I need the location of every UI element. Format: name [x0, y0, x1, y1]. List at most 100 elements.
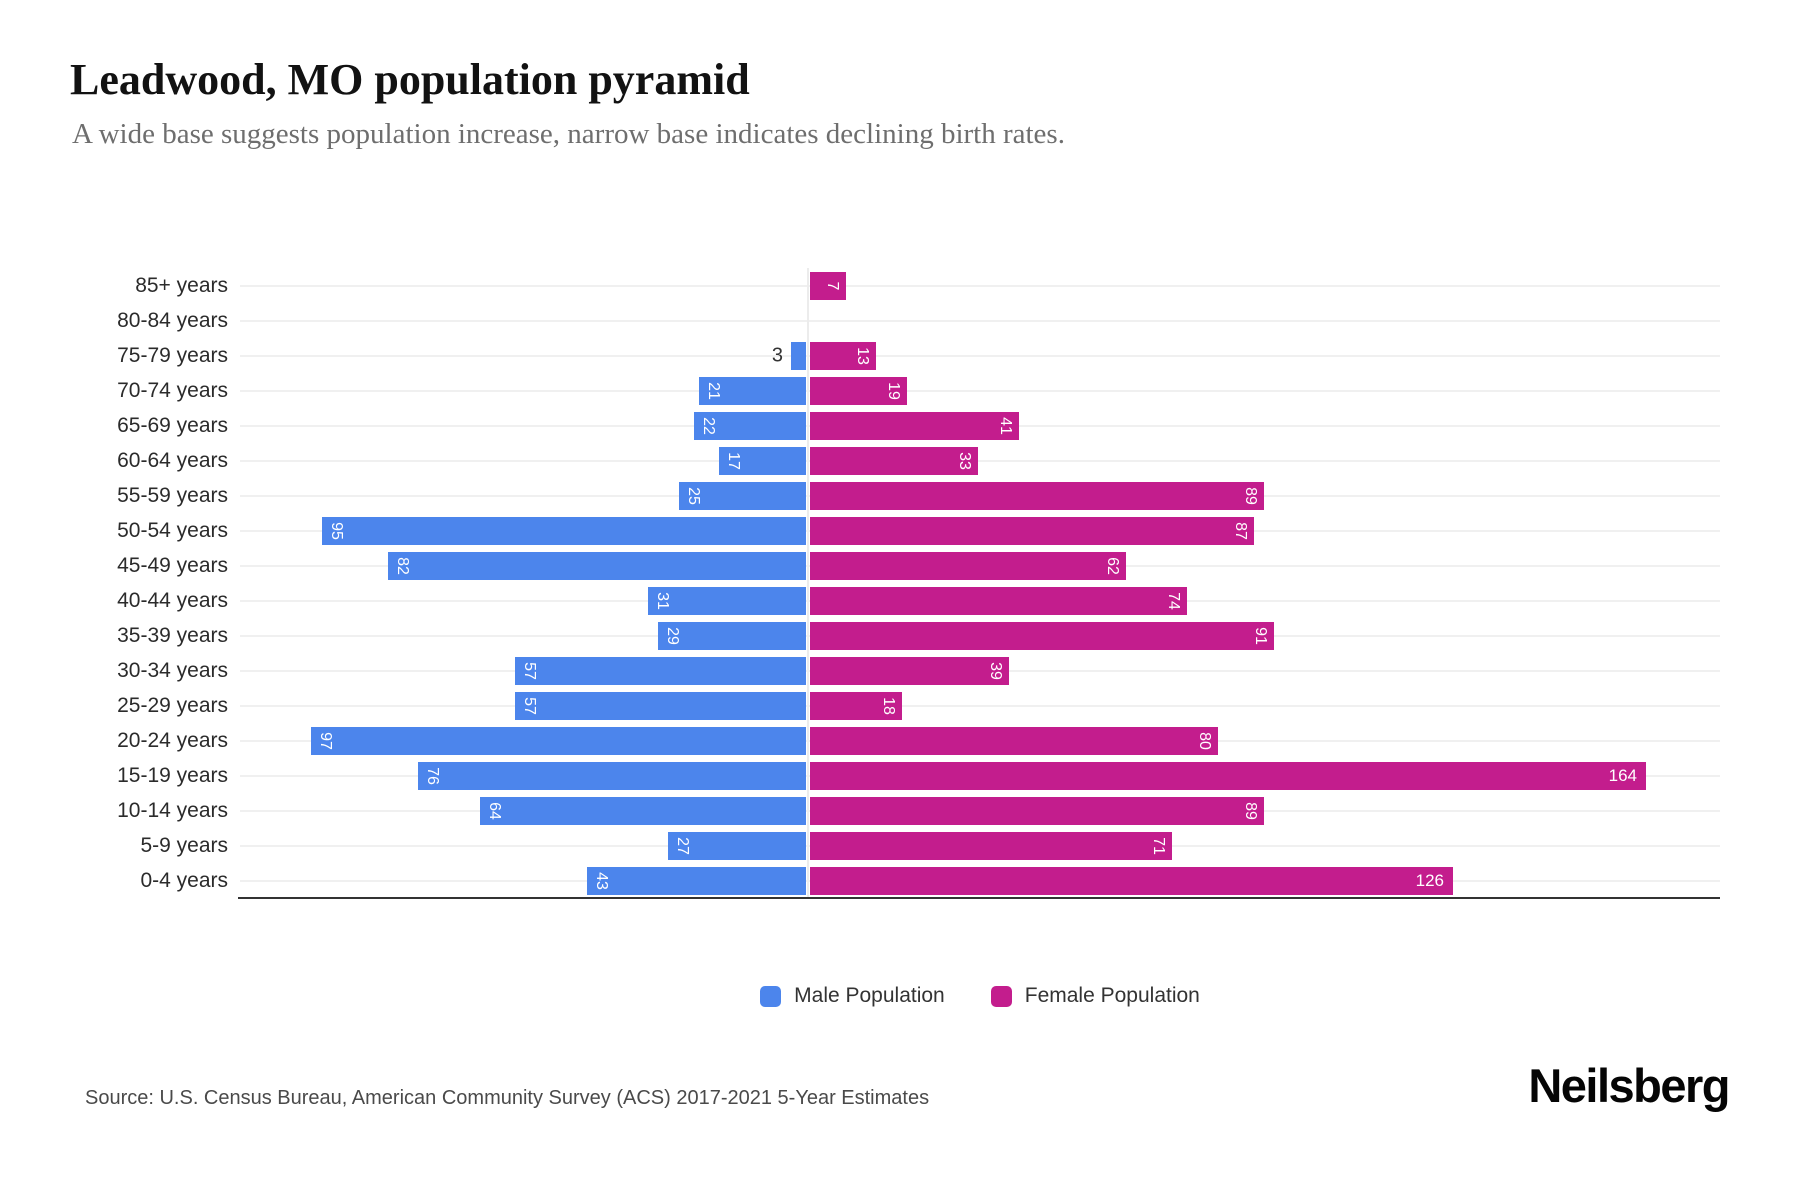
female-value-label: 87 [1232, 522, 1249, 540]
female-bar[interactable]: 33 [810, 447, 978, 475]
male-value-label: 17 [725, 452, 742, 470]
gridline [240, 705, 1720, 707]
female-bar[interactable]: 126 [810, 867, 1453, 895]
male-value-label: 57 [521, 662, 538, 680]
female-bar[interactable]: 39 [810, 657, 1009, 685]
female-value-label: 126 [1415, 871, 1444, 890]
legend: Male Population Female Population [240, 984, 1720, 1008]
female-bar[interactable]: 89 [810, 482, 1264, 510]
male-bar[interactable]: 17 [719, 447, 806, 475]
category-label: 5-9 years [140, 834, 228, 857]
female-value-label: 39 [987, 662, 1004, 680]
female-value-label: 19 [885, 382, 902, 400]
brand-logo: Neilsberg [1528, 1059, 1730, 1112]
male-value-label: 21 [705, 382, 722, 400]
male-value-label-outside: 3 [771, 344, 783, 367]
category-label: 40-44 years [117, 589, 228, 612]
male-value-label: 82 [394, 557, 411, 575]
male-value-label: 27 [674, 837, 691, 855]
male-bar[interactable]: 57 [515, 657, 806, 685]
female-value-label: 18 [880, 697, 897, 715]
male-value-label: 95 [328, 522, 345, 540]
category-label: 55-59 years [117, 484, 228, 507]
female-bar[interactable]: 89 [810, 797, 1264, 825]
female-bar[interactable]: 87 [810, 517, 1254, 545]
male-bar[interactable]: 22 [694, 412, 806, 440]
male-value-label: 43 [593, 872, 610, 890]
female-bar[interactable]: 18 [810, 692, 902, 720]
gridline [240, 320, 1720, 322]
female-legend-swatch-icon [990, 985, 1012, 1007]
male-legend-swatch-icon [760, 985, 782, 1007]
male-bar[interactable]: 95 [322, 517, 806, 545]
male-bar[interactable]: 97 [311, 727, 806, 755]
female-bar[interactable]: 41 [810, 412, 1019, 440]
female-value-label: 7 [824, 281, 841, 291]
category-label: 25-29 years [117, 694, 228, 717]
category-label: 10-14 years [117, 799, 228, 822]
category-label: 60-64 years [117, 449, 228, 472]
male-value-label: 97 [317, 732, 334, 750]
male-bar[interactable]: 27 [668, 832, 806, 860]
female-value-label: 41 [997, 417, 1014, 435]
female-bar[interactable]: 91 [810, 622, 1274, 650]
male-bar[interactable]: 82 [388, 552, 806, 580]
male-bar[interactable]: 31 [648, 587, 806, 615]
male-value-label: 22 [700, 417, 717, 435]
male-value-label: 31 [654, 592, 671, 610]
male-bar[interactable]: 25 [679, 482, 806, 510]
female-bar[interactable]: 19 [810, 377, 907, 405]
female-value-label: 13 [854, 347, 871, 365]
female-value-label: 89 [1242, 487, 1259, 505]
female-bar[interactable]: 80 [810, 727, 1218, 755]
male-value-label: 25 [685, 487, 702, 505]
category-label: 75-79 years [117, 344, 228, 367]
female-value-label: 74 [1165, 592, 1182, 610]
x-axis-line [238, 897, 1720, 899]
category-label: 15-19 years [117, 764, 228, 787]
legend-item-female[interactable]: Female Population [990, 984, 1200, 1008]
male-bar[interactable]: 43 [587, 867, 806, 895]
chart-title: Leadwood, MO population pyramid [70, 55, 750, 104]
female-value-label: 62 [1104, 557, 1121, 575]
female-bar[interactable]: 7 [810, 272, 846, 300]
female-bar[interactable]: 13 [810, 342, 876, 370]
female-bar[interactable]: 71 [810, 832, 1172, 860]
male-value-label: 29 [664, 627, 681, 645]
category-label: 50-54 years [117, 519, 228, 542]
category-label: 35-39 years [117, 624, 228, 647]
male-bar[interactable]: 3 [772, 342, 806, 370]
female-value-label: 71 [1150, 837, 1167, 855]
male-bar[interactable]: 21 [699, 377, 806, 405]
female-bar[interactable]: 164 [810, 762, 1646, 790]
category-label: 85+ years [135, 274, 228, 297]
legend-item-male[interactable]: Male Population [760, 984, 945, 1008]
female-value-label: 91 [1252, 627, 1269, 645]
gridline [240, 460, 1720, 462]
gridline [240, 390, 1720, 392]
male-bar[interactable]: 76 [418, 762, 806, 790]
legend-male-label: Male Population [794, 984, 945, 1007]
male-bar[interactable]: 29 [658, 622, 806, 650]
gridline [240, 355, 1720, 357]
category-label: 30-34 years [117, 659, 228, 682]
male-bar[interactable]: 57 [515, 692, 806, 720]
category-label: 65-69 years [117, 414, 228, 437]
male-value-label: 64 [486, 802, 503, 820]
female-bar[interactable]: 74 [810, 587, 1187, 615]
male-bar[interactable]: 64 [480, 797, 806, 825]
category-label: 20-24 years [117, 729, 228, 752]
male-value-label: 57 [521, 697, 538, 715]
category-label: 45-49 years [117, 554, 228, 577]
female-bar[interactable]: 62 [810, 552, 1126, 580]
female-value-label: 89 [1242, 802, 1259, 820]
legend-female-label: Female Population [1024, 984, 1200, 1007]
female-value-label: 164 [1608, 766, 1637, 785]
zero-axis-line [807, 268, 809, 897]
category-label: 70-74 years [117, 379, 228, 402]
category-label: 80-84 years [117, 309, 228, 332]
source-attribution: Source: U.S. Census Bureau, American Com… [85, 1087, 930, 1109]
male-value-label: 76 [424, 767, 441, 785]
female-value-label: 80 [1196, 732, 1213, 750]
